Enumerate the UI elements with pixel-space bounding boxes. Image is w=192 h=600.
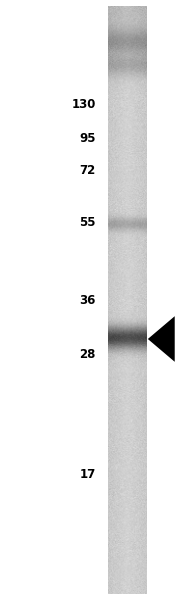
Text: 28: 28 — [80, 347, 96, 361]
Text: 95: 95 — [79, 131, 96, 145]
Text: 72: 72 — [80, 164, 96, 178]
Text: 36: 36 — [80, 293, 96, 307]
Text: 55: 55 — [79, 215, 96, 229]
Polygon shape — [148, 316, 175, 362]
Text: 130: 130 — [72, 98, 96, 112]
Text: 17: 17 — [80, 467, 96, 481]
